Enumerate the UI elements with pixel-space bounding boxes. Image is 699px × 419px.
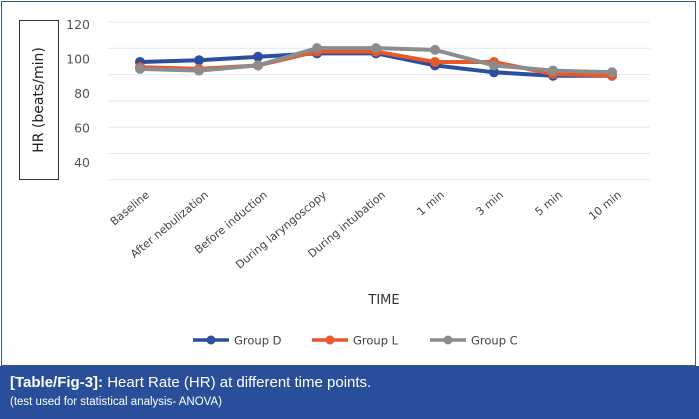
y-axis-ticks: 120 100 80 60 40: [66, 17, 90, 170]
data-point: [489, 67, 499, 78]
caption-text: Heart Rate (HR) at different time points…: [103, 374, 372, 391]
data-point: [607, 67, 617, 78]
series-lines: [135, 43, 617, 81]
data-point: [135, 63, 145, 74]
figure-caption: [Table/Fig-3]: Heart Rate (HR) at differ…: [0, 366, 699, 419]
y-axis-title: HR (beats/min): [31, 47, 47, 153]
caption-title: [Table/Fig-3]: Heart Rate (HR) at differ…: [10, 374, 371, 391]
legend-item: Group C: [430, 334, 518, 348]
data-point: [430, 56, 440, 67]
x-tick-label: Baseline: [108, 188, 152, 228]
legend-label: Group L: [353, 334, 399, 348]
legend-swatch-marker: [206, 335, 216, 345]
x-tick-label: 5 min: [533, 188, 565, 218]
y-tick-label: 40: [74, 155, 90, 170]
legend-item: Group L: [312, 334, 399, 348]
y-tick-label: 120: [66, 17, 90, 32]
caption-label: [Table/Fig-3]:: [10, 374, 104, 391]
legend-item: Group D: [193, 334, 282, 348]
legend-label: Group C: [471, 334, 518, 348]
y-tick-label: 60: [74, 121, 90, 136]
data-point: [194, 65, 204, 76]
legend-swatch-marker: [443, 335, 453, 345]
data-point: [194, 55, 204, 66]
x-tick-label: 1 min: [415, 188, 447, 218]
data-point: [253, 60, 263, 71]
legend-swatch-marker: [325, 335, 335, 345]
x-tick-label: 3 min: [474, 188, 506, 218]
x-axis-title: TIME: [367, 293, 399, 308]
data-point: [430, 44, 440, 55]
y-tick-label: 80: [74, 86, 90, 101]
gridlines: [108, 21, 650, 181]
x-tick-label: 10 min: [586, 188, 624, 223]
data-point: [371, 43, 381, 54]
caption-note: (test used for statistical analysis- ANO…: [10, 396, 222, 408]
legend: Group D Group L Group C: [193, 334, 518, 348]
data-point: [253, 51, 263, 62]
chart-frame: [1, 1, 696, 366]
legend-label: Group D: [234, 334, 282, 348]
data-point: [489, 60, 499, 71]
data-point: [548, 65, 558, 76]
y-tick-label: 100: [66, 52, 90, 67]
y-axis-title-box: HR (beats/min): [19, 20, 59, 180]
data-point: [312, 43, 322, 54]
